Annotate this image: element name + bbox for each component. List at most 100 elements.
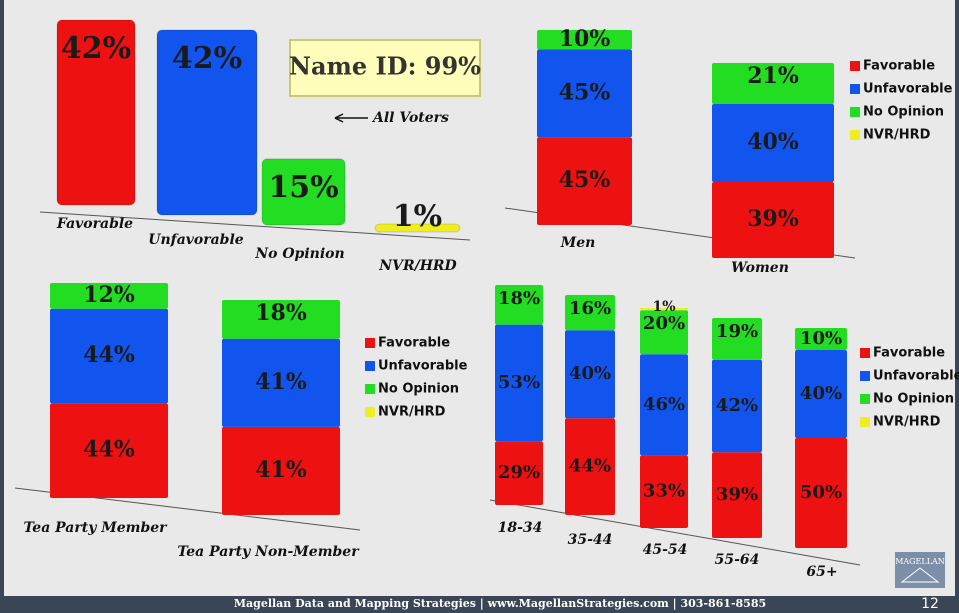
bar-segment <box>712 181 834 258</box>
data-label: 40% <box>747 129 799 155</box>
data-label: 44% <box>83 342 135 368</box>
x-tick-label: Favorable <box>56 216 133 232</box>
legend-label: NVR/HRD <box>378 405 446 420</box>
bar <box>156 29 258 216</box>
data-label: 53% <box>498 372 540 393</box>
x-tick-label: Women <box>731 260 789 276</box>
x-tick-label: Tea Party Non-Member <box>177 544 360 560</box>
bar-segment <box>712 318 762 360</box>
bar-segment <box>50 403 168 498</box>
legend-label: Unfavorable <box>863 82 953 97</box>
bar-segment <box>712 103 834 182</box>
legend-label: Unfavorable <box>873 369 959 384</box>
data-label: 44% <box>569 456 611 477</box>
legend-label: Favorable <box>863 59 935 74</box>
bar-segment <box>712 359 762 453</box>
x-tick-label: Unfavorable <box>148 232 244 248</box>
bar-segment <box>640 308 688 311</box>
bar-segment <box>712 452 762 538</box>
x-tick-label: 45-54 <box>643 542 688 558</box>
data-label: 18% <box>255 300 307 326</box>
data-label: 39% <box>747 206 799 232</box>
data-label: 46% <box>643 394 685 415</box>
data-label: 12% <box>83 282 135 308</box>
data-label: 21% <box>747 63 799 89</box>
data-label: 18% <box>498 288 540 309</box>
bar-segment <box>640 310 688 355</box>
legend-label: Favorable <box>378 336 450 351</box>
legend-label: NVR/HRD <box>863 128 931 143</box>
legend-label: Favorable <box>873 346 945 361</box>
data-label: 50% <box>800 482 842 503</box>
bar <box>56 19 136 206</box>
bar-segment <box>712 63 834 104</box>
legend-label: No Opinion <box>378 382 459 397</box>
data-label: 10% <box>559 26 611 52</box>
data-label: 1% <box>393 199 442 234</box>
logo-icon <box>900 567 940 583</box>
annotation: All Voters <box>371 110 449 126</box>
legend-swatch <box>365 407 375 417</box>
bar-segment <box>222 338 340 427</box>
data-label: 10% <box>800 328 842 349</box>
data-label: 15% <box>268 170 338 205</box>
legend-label: Unfavorable <box>378 359 468 374</box>
legend-swatch <box>850 107 860 117</box>
arrow-head <box>334 113 344 123</box>
x-tick-label: Men <box>560 235 596 251</box>
bar <box>374 223 461 233</box>
bar-segment <box>495 324 543 442</box>
bar-segment <box>537 49 632 138</box>
page-number: 12 <box>921 596 939 612</box>
legend-swatch <box>850 61 860 71</box>
data-label: 40% <box>800 383 842 404</box>
bar-segment <box>565 295 615 331</box>
data-label: 20% <box>643 313 685 334</box>
data-label: 40% <box>569 363 611 384</box>
bar-segment <box>537 137 632 225</box>
axis-line <box>489 499 861 566</box>
annotation: Name ID: 99% <box>289 52 481 81</box>
x-tick-label: 65+ <box>806 564 837 580</box>
legend-swatch <box>365 361 375 371</box>
bar-segment <box>537 30 632 50</box>
bar-segment <box>50 308 168 404</box>
annotation-box <box>289 39 481 97</box>
legend-swatch <box>365 338 375 348</box>
x-tick-label: NVR/HRD <box>378 258 457 274</box>
legend-swatch <box>850 130 860 140</box>
x-tick-label: 35-44 <box>568 532 613 548</box>
data-label: 41% <box>255 369 307 395</box>
x-tick-label: Tea Party Member <box>23 520 168 536</box>
data-label: 42% <box>61 31 131 66</box>
legend-swatch <box>860 417 870 427</box>
legend-swatch <box>860 394 870 404</box>
legend-label: No Opinion <box>873 392 954 407</box>
legend-label: No Opinion <box>863 105 944 120</box>
bar-segment <box>565 418 615 515</box>
bar-segment <box>565 330 615 419</box>
legend-label: NVR/HRD <box>873 415 941 430</box>
axis-line <box>39 211 471 241</box>
bar <box>261 158 346 226</box>
legend-swatch <box>860 371 870 381</box>
x-tick-label: 55-64 <box>715 552 760 568</box>
data-label: 41% <box>255 457 307 483</box>
data-label: 45% <box>559 167 611 193</box>
legend-swatch <box>860 348 870 358</box>
logo: MAGELLAN <box>895 557 945 566</box>
bar-segment <box>640 455 688 528</box>
bar-segment <box>222 426 340 515</box>
data-label: 42% <box>172 41 242 76</box>
legend-swatch <box>850 84 860 94</box>
bar-segment <box>795 328 847 350</box>
footer: Magellan Data and Mapping Strategies | w… <box>234 597 766 610</box>
x-tick-label: 18-34 <box>498 520 543 536</box>
data-label: 33% <box>643 481 685 502</box>
data-label: 19% <box>716 321 758 342</box>
data-label: 45% <box>559 79 611 105</box>
legend-swatch <box>365 384 375 394</box>
bar-segment <box>495 285 543 325</box>
bar-segment <box>222 300 340 339</box>
